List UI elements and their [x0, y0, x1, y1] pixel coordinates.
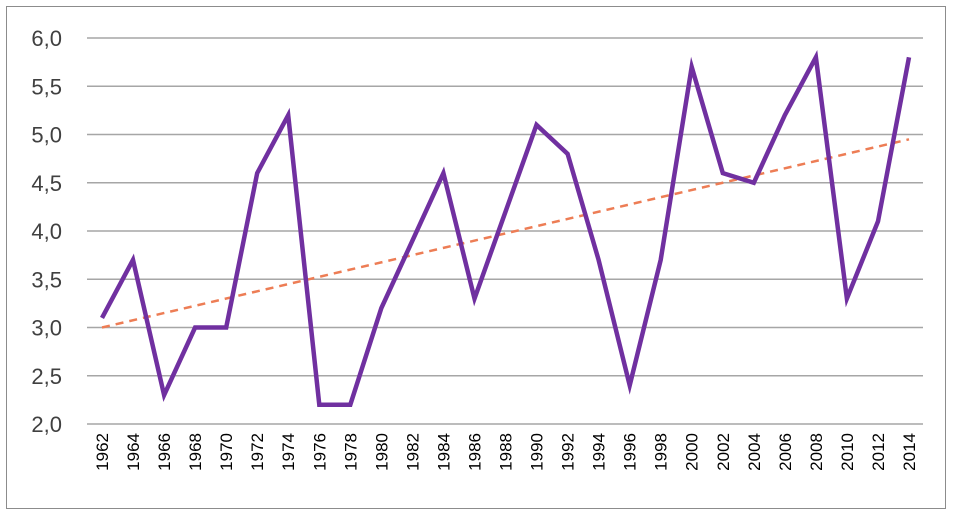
chart-frame — [6, 6, 946, 509]
x-tick-label: 1976 — [310, 433, 329, 471]
x-tick-label: 1986 — [465, 433, 484, 471]
x-tick-label: 1962 — [93, 433, 112, 471]
trendline — [101, 138, 910, 329]
y-tick-label: 3,5 — [31, 267, 62, 292]
x-tick-label: 1978 — [341, 433, 360, 471]
x-tick-label: 2000 — [683, 433, 702, 471]
y-tick-label: 2,0 — [31, 412, 62, 437]
x-tick-label: 1984 — [434, 433, 453, 471]
x-tick-label: 1988 — [497, 433, 516, 471]
x-tick-label: 2004 — [745, 433, 764, 471]
x-tick-label: 1990 — [528, 433, 547, 471]
x-tick-label: 1972 — [248, 433, 267, 471]
x-tick-label: 2006 — [776, 433, 795, 471]
x-tick-label: 2008 — [807, 433, 826, 471]
y-tick-label: 3,0 — [31, 316, 62, 341]
y-tick-label: 4,5 — [31, 171, 62, 196]
y-tick-label: 5,0 — [31, 123, 62, 148]
y-tick-label: 2,5 — [31, 364, 62, 389]
x-tick-label: 1996 — [621, 433, 640, 471]
x-tick-label: 2012 — [869, 433, 888, 471]
x-tick-label: 1968 — [186, 433, 205, 471]
x-tick-label: 2010 — [838, 433, 857, 471]
x-tick-label: 2014 — [900, 433, 919, 471]
x-tick-label: 1982 — [403, 433, 422, 471]
y-tick-label: 5,5 — [31, 74, 62, 99]
x-tick-label: 1974 — [279, 433, 298, 471]
y-tick-label: 6,0 — [31, 26, 62, 51]
x-tick-label: 1994 — [590, 433, 609, 471]
x-tick-label: 1964 — [124, 433, 143, 471]
x-tick-label: 1980 — [372, 433, 391, 471]
y-tick-label: 4,0 — [31, 219, 62, 244]
x-tick-label: 1992 — [559, 433, 578, 471]
x-tick-label: 1998 — [652, 433, 671, 471]
x-tick-label: 1966 — [155, 433, 174, 471]
x-tick-label: 2002 — [714, 433, 733, 471]
x-tick-label: 1970 — [217, 433, 236, 471]
